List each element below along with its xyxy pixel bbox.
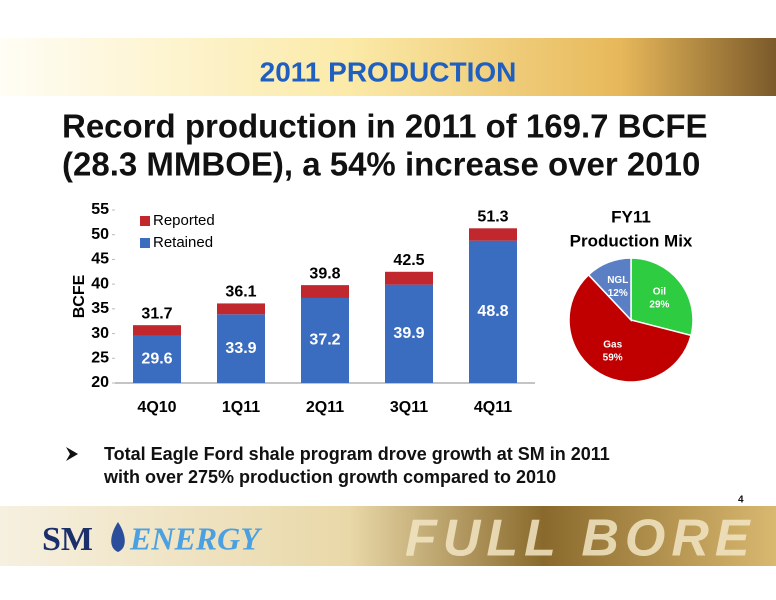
value-label: 37.2 <box>309 332 340 349</box>
legend-swatch <box>140 238 150 248</box>
x-tick-label: 1Q11 <box>222 399 260 416</box>
slogan: FULL BORE <box>405 510 756 568</box>
bar-segment <box>217 314 265 383</box>
x-tick-label: 4Q11 <box>474 399 512 416</box>
legend-label: Retained <box>153 234 213 251</box>
total-label: 42.5 <box>393 252 424 269</box>
pie-value-label: 12% <box>608 288 628 299</box>
y-tick-label: 20 <box>91 374 109 391</box>
legend-swatch <box>140 216 150 226</box>
bar-segment <box>385 284 433 383</box>
x-tick-label: 4Q10 <box>137 399 176 416</box>
y-tick-label: 25 <box>91 350 109 367</box>
x-tick-label: 2Q11 <box>306 399 344 416</box>
pie-slice <box>568 273 692 383</box>
bar-segment <box>301 297 349 383</box>
pie-label: NGL <box>607 275 628 286</box>
value-label: 48.8 <box>477 303 508 320</box>
legend-label: Reported <box>153 212 215 229</box>
total-label: 36.1 <box>225 284 256 301</box>
bullet-text: with over 275% production growth compare… <box>103 467 556 487</box>
pie-value-label: 59% <box>603 353 623 364</box>
pie-value-label: 29% <box>649 300 669 311</box>
logo-text: SM <box>42 521 93 558</box>
pie-title: FY11 <box>611 207 651 226</box>
footer-band <box>0 506 776 566</box>
bar-segment <box>133 325 181 336</box>
slide-title: 2011 PRODUCTION <box>260 56 517 87</box>
logo-drop <box>111 522 125 552</box>
total-label: 51.3 <box>477 209 508 226</box>
header-band <box>0 38 776 96</box>
bar-segment <box>217 303 265 315</box>
logo-text: ENERGY <box>129 520 262 556</box>
bar-segment <box>469 240 517 383</box>
pie-slice <box>630 257 694 337</box>
y-tick-label: 35 <box>91 300 109 317</box>
y-tick-label: 30 <box>91 325 109 342</box>
y-tick-label: 40 <box>91 275 109 292</box>
page-number: 4 <box>738 495 744 506</box>
headline: (28.3 MMBOE), a 54% increase over 2010 <box>62 146 700 183</box>
y-axis-label: BCFE <box>71 274 88 318</box>
pie-label: Oil <box>653 287 667 298</box>
total-label: 39.8 <box>309 265 340 282</box>
bullet-marker <box>66 447 78 461</box>
value-label: 29.6 <box>141 350 172 367</box>
bar-segment <box>385 271 433 285</box>
pie-label: Gas <box>603 340 622 351</box>
value-label: 39.9 <box>393 325 424 342</box>
pie-title: Production Mix <box>570 231 693 250</box>
total-label: 31.7 <box>141 305 172 322</box>
y-tick-label: 50 <box>91 226 109 243</box>
y-tick-label: 45 <box>91 251 109 268</box>
charts: BCFE 20 25 30 35 40 45 50 55 4Q10 29.6 31.7 1Q11 33.9… <box>71 201 694 416</box>
x-tick-label: 3Q11 <box>390 399 428 416</box>
bar-segment <box>301 285 349 298</box>
bar-segment <box>469 228 517 241</box>
value-label: 33.9 <box>225 340 256 357</box>
pie-slice <box>587 257 632 322</box>
y-tick-label: 55 <box>91 201 109 218</box>
bullet-text: Total Eagle Ford shale program drove gro… <box>104 444 610 464</box>
headline: Record production in 2011 of 169.7 BCFE <box>62 108 707 145</box>
bar-segment <box>133 335 181 383</box>
